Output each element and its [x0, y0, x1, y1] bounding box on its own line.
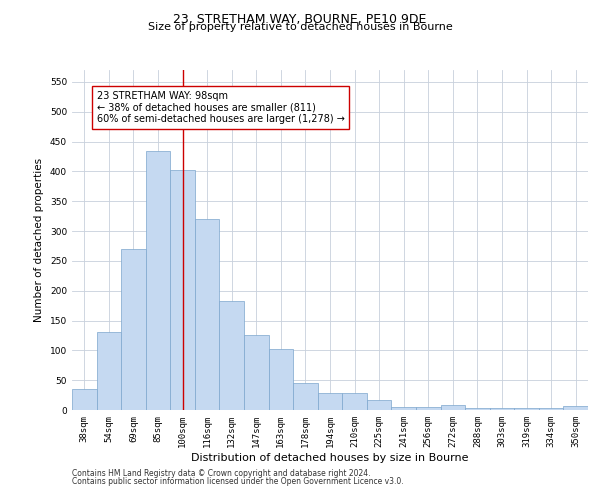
Bar [269, 348, 293, 410]
Bar [539, 408, 563, 410]
Text: Size of property relative to detached houses in Bourne: Size of property relative to detached ho… [148, 22, 452, 32]
Bar [514, 408, 539, 410]
Bar [195, 219, 220, 410]
Text: 23, STRETHAM WAY, BOURNE, PE10 9DE: 23, STRETHAM WAY, BOURNE, PE10 9DE [173, 12, 427, 26]
Y-axis label: Number of detached properties: Number of detached properties [34, 158, 44, 322]
Bar [342, 394, 367, 410]
Bar [416, 407, 440, 410]
Bar [72, 389, 97, 410]
Text: 23 STRETHAM WAY: 98sqm
← 38% of detached houses are smaller (811)
60% of semi-de: 23 STRETHAM WAY: 98sqm ← 38% of detached… [97, 91, 344, 124]
Text: Contains public sector information licensed under the Open Government Licence v3: Contains public sector information licen… [72, 477, 404, 486]
Bar [244, 336, 269, 410]
Bar [146, 150, 170, 410]
Bar [293, 383, 318, 410]
Bar [490, 408, 514, 410]
Text: Contains HM Land Registry data © Crown copyright and database right 2024.: Contains HM Land Registry data © Crown c… [72, 468, 371, 477]
Bar [440, 404, 465, 410]
Bar [318, 394, 342, 410]
Bar [121, 249, 146, 410]
Bar [367, 400, 391, 410]
Bar [170, 170, 195, 410]
Bar [465, 408, 490, 410]
Bar [220, 301, 244, 410]
Bar [97, 332, 121, 410]
Bar [563, 406, 588, 410]
X-axis label: Distribution of detached houses by size in Bourne: Distribution of detached houses by size … [191, 452, 469, 462]
Bar [391, 407, 416, 410]
